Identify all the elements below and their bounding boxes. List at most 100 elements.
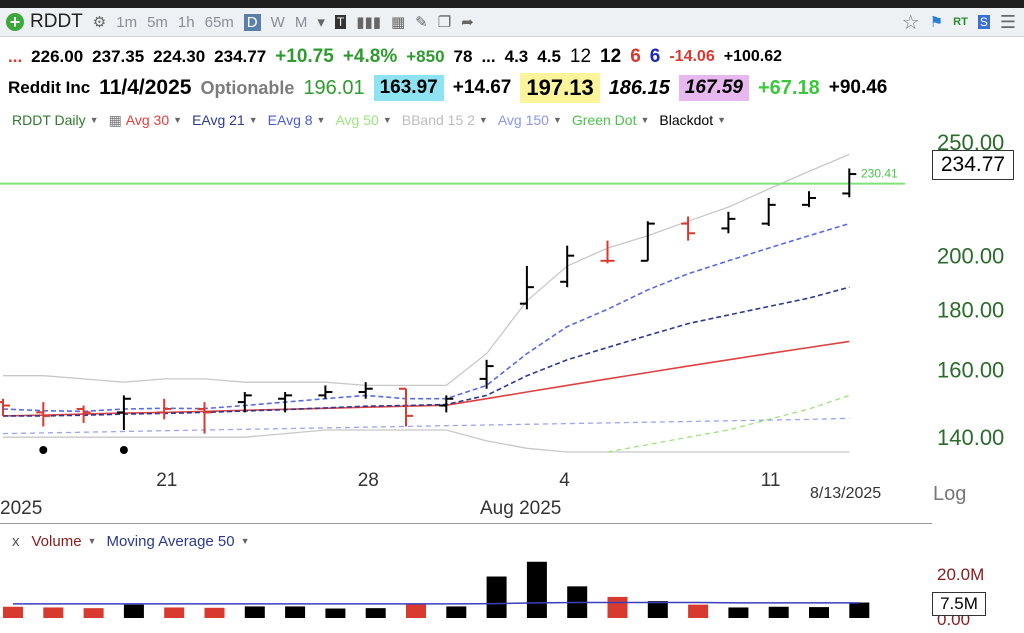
date-tick-label: 28 xyxy=(358,470,379,491)
volume-bar xyxy=(43,607,64,618)
avg50-line xyxy=(607,394,850,453)
legend-series[interactable]: RDDT Daily xyxy=(12,112,86,128)
interval-weekly[interactable]: W xyxy=(270,13,285,31)
volume-bar xyxy=(164,607,185,618)
month-label: Aug 2025 xyxy=(480,498,561,519)
legend-volume[interactable]: Volume xyxy=(31,532,82,550)
dropdown-icon[interactable]: ▾ xyxy=(317,14,325,31)
eavg8-line xyxy=(2,222,850,413)
volume-bar xyxy=(809,607,829,618)
chevron-down-icon[interactable]: ▼ xyxy=(173,115,183,125)
legend-avg50[interactable]: Avg 50 xyxy=(335,112,379,128)
volume-change: +850 xyxy=(406,47,445,66)
sh-icon[interactable]: S xyxy=(977,15,990,29)
menu-icon[interactable]: ☰ xyxy=(999,11,1016,32)
info-197: 197.13 xyxy=(520,73,600,103)
chevron-down-icon[interactable]: ▼ xyxy=(87,536,97,546)
dots: ... xyxy=(8,47,23,66)
volume-bar xyxy=(204,607,225,618)
legend-bband[interactable]: BBand 15 2 xyxy=(401,112,475,128)
company-name: Reddit Inc xyxy=(8,78,91,97)
text-tool-icon[interactable]: T xyxy=(334,15,347,29)
rt-icon[interactable]: RT xyxy=(953,16,968,28)
eavg21-line xyxy=(3,286,850,417)
info-167: 167.59 xyxy=(678,75,749,101)
volume-bar xyxy=(325,608,346,618)
info-14: +14.67 xyxy=(452,77,512,98)
volume-bar xyxy=(3,606,23,618)
flag-icon[interactable]: ⚑ xyxy=(929,14,944,31)
volume-bar xyxy=(486,576,507,618)
current-price-box: 234.77 xyxy=(932,150,1014,180)
legend-green-dot[interactable]: Green Dot xyxy=(571,112,637,128)
left-year-label: 2025 xyxy=(0,498,42,519)
bband-upper-line xyxy=(3,153,850,387)
current-volume-box: 7.5M xyxy=(932,592,986,616)
legend-vol-ma[interactable]: Moving Average 50 xyxy=(106,532,235,550)
add-symbol-icon[interactable]: + xyxy=(6,13,24,31)
window-title-bar xyxy=(0,0,1024,8)
copy-icon[interactable]: ❐ xyxy=(437,14,452,31)
volume-legend: x Volume ▼ Moving Average 50 ▼ xyxy=(0,531,260,551)
share-icon[interactable]: ➦ xyxy=(461,14,474,31)
value-78: 78 xyxy=(453,47,473,66)
avg150-line xyxy=(2,417,850,435)
symbol-field[interactable]: RDDT xyxy=(30,11,83,32)
green-line-label: 230.41 xyxy=(861,167,898,181)
chevron-down-icon[interactable]: ▼ xyxy=(248,115,258,125)
grid-icon[interactable]: ▦ xyxy=(108,111,122,128)
blackdot-marker xyxy=(39,446,48,454)
info-67: +67.18 xyxy=(757,76,820,99)
info-196: 196.01 xyxy=(303,76,365,99)
chevron-down-icon[interactable]: ▼ xyxy=(382,115,392,125)
legend-blackdot[interactable]: Blackdot xyxy=(659,112,714,128)
price-tick-label: 180.00 xyxy=(937,297,1004,322)
dots-2: ... xyxy=(481,47,496,66)
chevron-down-icon[interactable]: ▼ xyxy=(640,115,650,125)
legend-avg30[interactable]: Avg 30 xyxy=(125,112,170,128)
value-4-3: 4.3 xyxy=(504,47,529,66)
volume-bar xyxy=(647,601,668,618)
grid-icon[interactable]: ▦ xyxy=(390,14,406,31)
legend-eavg8[interactable]: EAvg 8 xyxy=(267,112,313,128)
interval-1m[interactable]: 1m xyxy=(116,13,138,31)
chevron-down-icon[interactable]: ▼ xyxy=(316,115,326,125)
price-tick-label: 200.00 xyxy=(937,244,1004,269)
quote-date: 11/4/2025 xyxy=(99,76,192,99)
interval-daily[interactable]: D xyxy=(243,13,261,31)
link-icon[interactable]: ⚙ xyxy=(92,14,107,31)
interval-monthly[interactable]: M xyxy=(294,13,308,31)
close-pane-icon[interactable]: x xyxy=(12,532,20,550)
volume-bar xyxy=(83,608,104,618)
interval-5m[interactable]: 5m xyxy=(147,13,168,31)
volume-bar xyxy=(688,604,709,618)
change-pct: +4.8% xyxy=(342,46,398,67)
blackdot-marker xyxy=(119,446,128,454)
bar-chart-icon[interactable]: ▮▮▮ xyxy=(356,14,381,31)
legend-avg150[interactable]: Avg 150 xyxy=(497,112,549,128)
chevron-down-icon[interactable]: ▼ xyxy=(89,115,99,125)
indicator-legend: RDDT Daily ▼ ▦ Avg 30 ▼ EAvg 21 ▼ EAvg 8 ▼ A… xyxy=(0,110,736,130)
chevron-down-icon[interactable]: ▼ xyxy=(240,536,250,546)
pane-separator xyxy=(0,523,932,524)
date-tick-label: 4 xyxy=(559,470,570,491)
chevron-down-icon[interactable]: ▼ xyxy=(478,115,488,125)
bband-lower-line xyxy=(3,429,850,453)
volume-bar xyxy=(365,608,386,618)
optionable-label: Optionable xyxy=(200,77,295,98)
info-90: +90.46 xyxy=(828,77,888,98)
last-date-label: 8/13/2025 xyxy=(810,485,881,502)
chevron-down-icon[interactable]: ▼ xyxy=(552,115,562,125)
legend-eavg21[interactable]: EAvg 21 xyxy=(192,112,245,128)
log-scale-label: Log xyxy=(933,483,966,505)
toolbar: + RDDT ⚙ 1m 5m 1h 65m D W M ▾ T ▮▮▮ ▦ ✎ … xyxy=(0,8,1024,37)
value-6a: 6 xyxy=(630,46,641,67)
date-tick-label: 21 xyxy=(156,470,177,491)
star-icon[interactable]: ☆ xyxy=(901,11,920,34)
volume-bar xyxy=(406,604,426,618)
interval-65m[interactable]: 65m xyxy=(204,13,234,31)
pencil-icon[interactable]: ✎ xyxy=(415,14,428,31)
chevron-down-icon[interactable]: ▼ xyxy=(717,115,727,125)
interval-1h[interactable]: 1h xyxy=(177,13,195,31)
